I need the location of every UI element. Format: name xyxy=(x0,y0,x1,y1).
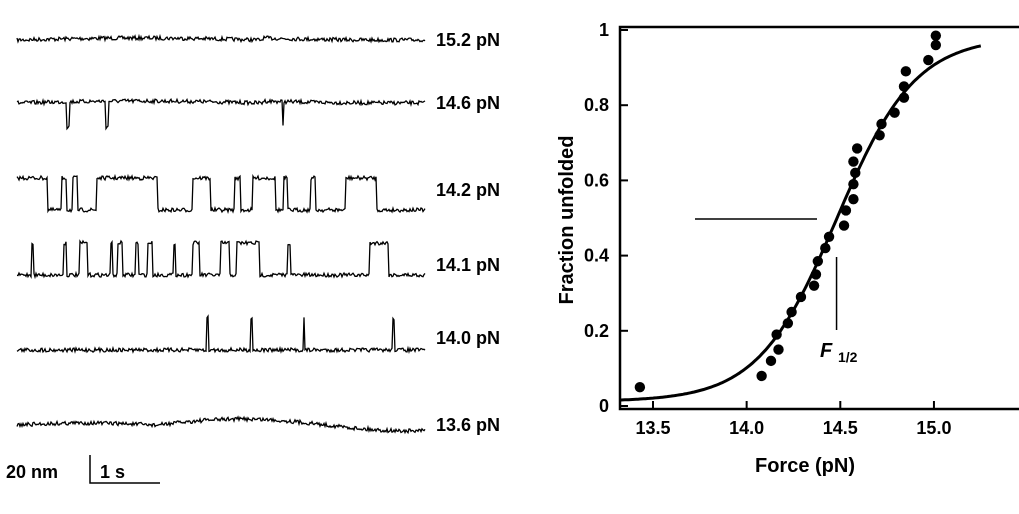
x-tick-label: 15.0 xyxy=(916,418,951,438)
fraction-unfolded-plot: 13.5 14.0 14.5 15.0 0 0.2 0.4 0.6 0.8 1 F 1/2 Fo… xyxy=(556,20,1019,477)
data-point xyxy=(900,66,912,77)
x-axis-label: Force (pN) xyxy=(755,455,855,477)
y-tick-label: 1 xyxy=(599,20,609,40)
data-point xyxy=(634,382,646,393)
data-point xyxy=(850,167,861,179)
trace-14-1-pN xyxy=(16,239,426,280)
data-point xyxy=(838,220,850,231)
data-point xyxy=(848,194,859,205)
trace-14-6-pN xyxy=(16,97,426,131)
data-point xyxy=(771,329,782,340)
scale-bar-extension-label: 20 nm xyxy=(6,462,58,482)
scale-bar: 20 nm 1 s xyxy=(6,455,160,484)
trace-force-label: 14.2 pN xyxy=(436,180,500,200)
data-point xyxy=(848,156,859,167)
data-point xyxy=(889,107,900,118)
data-point xyxy=(874,130,885,141)
x-tick-label: 13.5 xyxy=(635,418,670,438)
f-half-subscript: 1/2 xyxy=(838,349,858,365)
trace-force-label: 14.1 pN xyxy=(436,255,500,275)
trace-14-2-pN xyxy=(16,173,426,214)
data-point xyxy=(786,306,797,318)
trace-force-label: 15.2 pN xyxy=(436,30,500,50)
y-tick-label: 0.8 xyxy=(584,95,609,115)
trace-force-label: 14.0 pN xyxy=(436,328,500,348)
trace-13-6-pN xyxy=(16,415,426,435)
y-tick-label: 0.6 xyxy=(584,170,609,190)
data-point xyxy=(930,39,942,51)
y-axis-label: Fraction unfolded xyxy=(556,136,578,305)
data-point xyxy=(898,81,910,92)
data-point xyxy=(795,291,807,303)
data-points xyxy=(634,30,942,393)
data-point xyxy=(876,118,887,130)
sigmoid-fit-curve xyxy=(619,44,982,402)
y-tick-label: 0.2 xyxy=(584,321,609,341)
data-point xyxy=(923,54,934,66)
x-tick-label: 14.5 xyxy=(823,418,858,438)
data-point xyxy=(851,143,863,154)
scale-bar-time-label: 1 s xyxy=(100,462,125,482)
y-tick-label: 0 xyxy=(599,396,609,416)
trace-force-label: 13.6 pN xyxy=(436,415,500,435)
data-point xyxy=(840,205,852,216)
f-half-label: F xyxy=(820,340,833,362)
data-point xyxy=(810,269,822,280)
force-traces-panel: 15.2 pN 14.6 pN 14.2 pN 14.1 pN 14.0 pN 13.6 … xyxy=(16,30,500,435)
data-point xyxy=(820,242,831,254)
x-axis-ticks: 13.5 14.0 14.5 15.0 xyxy=(635,401,951,438)
y-axis-ticks: 0 0.2 0.4 0.6 0.8 1 xyxy=(584,20,628,416)
plot-frame xyxy=(618,25,1019,411)
data-point xyxy=(848,178,859,190)
scale-bar-lines xyxy=(89,455,160,484)
data-point xyxy=(823,231,835,242)
data-point xyxy=(898,92,910,103)
data-point xyxy=(765,355,777,367)
trace-force-label: 14.6 pN xyxy=(436,93,500,113)
y-tick-label: 0.4 xyxy=(584,246,609,266)
data-point xyxy=(756,370,767,382)
data-point xyxy=(812,256,824,267)
trace-15-2-pN xyxy=(16,33,426,44)
trace-14-0-pN xyxy=(16,314,426,355)
x-tick-label: 14.0 xyxy=(729,418,764,438)
data-point xyxy=(782,318,794,329)
data-point xyxy=(773,344,784,355)
data-point xyxy=(930,30,942,41)
data-point xyxy=(808,280,820,291)
